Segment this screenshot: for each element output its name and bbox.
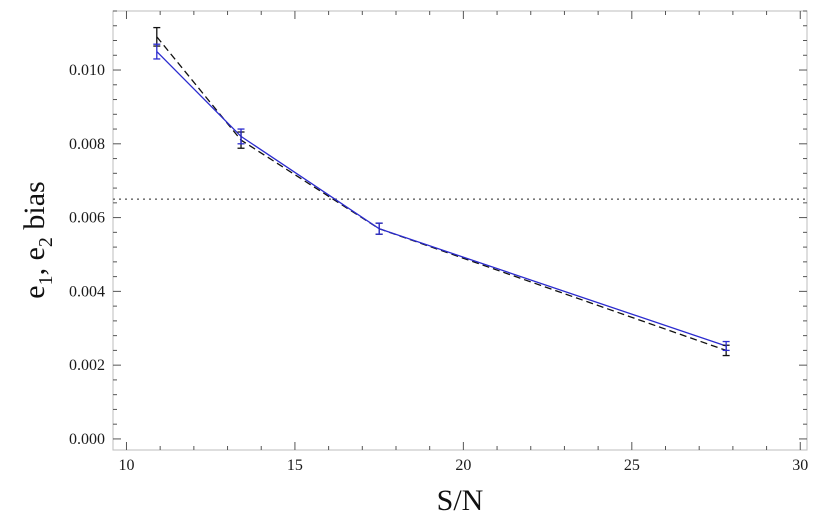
y-axis-title-sub2: 2 bbox=[35, 237, 57, 247]
y-axis-title: e1, e2 bias bbox=[18, 181, 57, 298]
x-tick-label: 15 bbox=[287, 457, 303, 474]
y-axis-title-tail: bias bbox=[18, 181, 51, 237]
series-layer bbox=[153, 26, 730, 357]
x-axis-title: S/N bbox=[437, 484, 484, 517]
y-axis-title-e: e bbox=[18, 285, 51, 298]
series-line-solid bbox=[156, 51, 727, 347]
plot-frame bbox=[112, 10, 808, 451]
y-axis-title-sub1: 1 bbox=[35, 275, 57, 285]
y-tick-label: 0.004 bbox=[69, 283, 105, 300]
y-axis-title-mid: , e bbox=[18, 247, 51, 275]
x-tick-label: 20 bbox=[455, 457, 471, 474]
series-line-dashed bbox=[156, 36, 727, 352]
x-tick-label: 30 bbox=[792, 457, 808, 474]
ticks-layer: 10 15 20 25 30 0.000 0.002 0.004 0.006 0.008 0.010 bbox=[69, 10, 808, 474]
y-tick-label: 0.008 bbox=[69, 136, 105, 153]
y-tick-label: 0.000 bbox=[69, 431, 105, 448]
x-tick-label: 10 bbox=[118, 457, 134, 474]
y-tick-label: 0.006 bbox=[69, 210, 105, 227]
x-tick-label: 25 bbox=[624, 457, 640, 474]
y-tick-label: 0.010 bbox=[69, 62, 105, 79]
y-tick-label: 0.002 bbox=[69, 357, 105, 374]
